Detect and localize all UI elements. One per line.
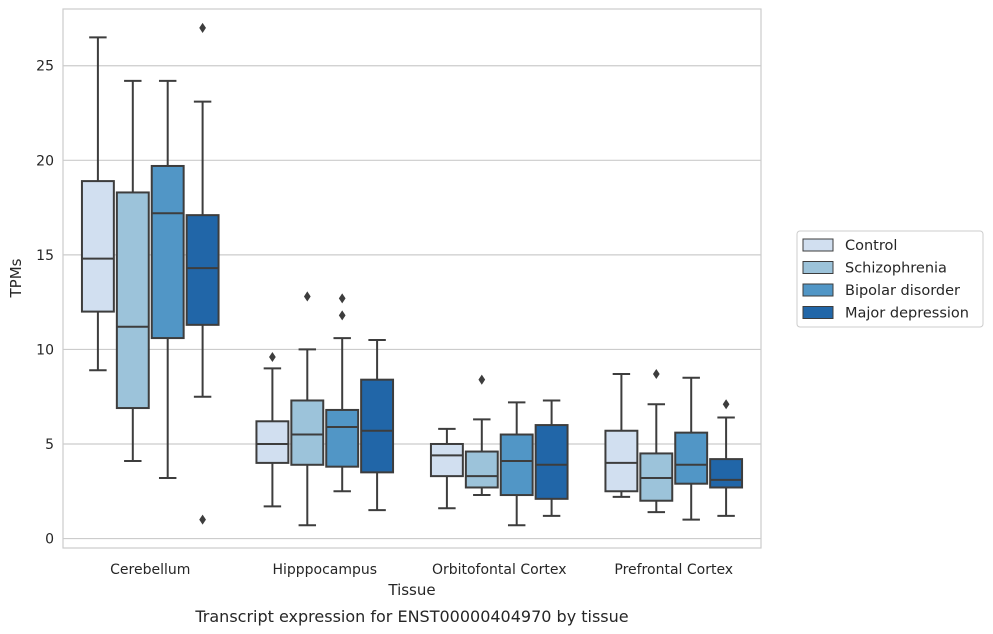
box-hipppocampus-schizophrenia [290,291,325,527]
y-tick-label-20: 20 [36,153,54,169]
box-cerebellum-control-iqr [80,180,115,313]
box-hipppocampus-bipolar-disorder [325,293,360,493]
box-cerebellum-schizophrenia-iqr [115,191,150,410]
y-tick-label-25: 25 [36,59,54,75]
box-groups [80,22,744,527]
box-orbitofontal-cortex-schizophrenia-iqr [464,450,499,489]
legend-item-bipolar-disorder: Bipolar disorder [802,283,960,299]
y-tick-label-15: 15 [36,248,54,264]
box-prefrontal-cortex-major-depression-outlier-0 [722,399,730,410]
y-axis-label: TPMs [7,258,25,298]
box-cerebellum-major-depression-outlier-1 [199,22,206,33]
legend-swatch-major-depression [802,306,834,319]
box-prefrontal-cortex-schizophrenia [639,368,674,514]
figure-caption: Transcript expression for ENST0000040497… [194,607,628,626]
box-cerebellum-major-depression-outlier-0 [199,514,206,525]
box-prefrontal-cortex-bipolar-disorder-iqr [674,431,709,485]
box-orbitofontal-cortex-schizophrenia-outlier-0 [478,374,486,385]
legend-swatch-bipolar-disorder [802,283,834,297]
x-tick-label-orbitofontal-cortex: Orbitofontal Cortex [432,562,567,578]
box-hipppocampus-bipolar-disorder-iqr [325,408,360,468]
box-prefrontal-cortex-control [604,373,639,498]
legend-swatch-control [802,238,834,252]
box-hipppocampus-control [255,351,290,508]
legend-label-major-depression: Major depression [845,306,969,322]
y-tick-labels: 0 5 10 15 20 25 [36,59,54,548]
x-tick-label-cerebellum: Cerebellum [110,562,190,578]
box-orbitofontal-cortex-major-depression [534,399,569,517]
y-tick-label-10: 10 [36,342,54,358]
box-cerebellum-bipolar-disorder [150,79,185,480]
box-cerebellum-schizophrenia [115,79,150,463]
box-hipppocampus-major-depression [360,338,395,512]
box-hipppocampus-control-iqr [255,420,290,464]
legend-swatch-schizophrenia [802,261,834,274]
box-prefrontal-cortex-major-depression [709,399,744,517]
box-hipppocampus-bipolar-disorder-outlier-0 [338,310,346,321]
legend-label-bipolar-disorder: Bipolar disorder [845,283,960,299]
box-prefrontal-cortex-schizophrenia-outlier-0 [652,368,660,380]
box-orbitofontal-cortex-major-depression-iqr [534,424,569,500]
plot-area-frame [62,8,762,549]
box-orbitofontal-cortex-bipolar-disorder [499,401,534,527]
box-orbitofontal-cortex-control [429,427,464,510]
box-prefrontal-cortex-control-iqr [604,429,639,493]
x-tick-label-hipppocampus: Hipppocampus [272,562,377,578]
box-hipppocampus-control-outlier-0 [269,351,276,363]
box-orbitofontal-cortex-bipolar-disorder-iqr [499,433,534,497]
legend-item-major-depression: Major depression [802,306,969,322]
box-hipppocampus-schizophrenia-outlier-0 [303,291,311,302]
box-hipppocampus-schizophrenia-iqr [290,399,325,466]
box-hipppocampus-major-depression-iqr [360,378,395,474]
box-cerebellum-control [80,36,115,372]
box-orbitofontal-cortex-schizophrenia [464,374,499,497]
box-cerebellum-bipolar-disorder-iqr [150,164,185,340]
legend-label-control: Control [845,238,897,254]
x-tick-label-prefrontal-cortex: Prefrontal Cortex [614,562,733,578]
box-hipppocampus-bipolar-disorder-outlier-1 [338,293,346,304]
box-cerebellum-major-depression [185,22,220,525]
y-tick-label-0: 0 [45,532,54,548]
box-prefrontal-cortex-major-depression-iqr [709,458,744,489]
x-axis-label: Tissue [387,581,435,599]
box-prefrontal-cortex-bipolar-disorder [674,376,709,521]
legend-item-schizophrenia: Schizophrenia [802,261,947,277]
legend-frame [796,230,984,328]
box-cerebellum-major-depression-iqr [185,214,220,326]
y-tick-label-5: 5 [45,437,54,453]
box-orbitofontal-cortex-control-iqr [429,442,464,478]
legend-item-control: Control [802,238,897,254]
legend-label-schizophrenia: Schizophrenia [845,261,947,277]
x-tick-labels: Cerebellum Hipppocampus Orbitofontal Corte… [110,562,733,578]
legend: Control Schizophrenia Bipolar disorder Majo… [796,230,984,328]
